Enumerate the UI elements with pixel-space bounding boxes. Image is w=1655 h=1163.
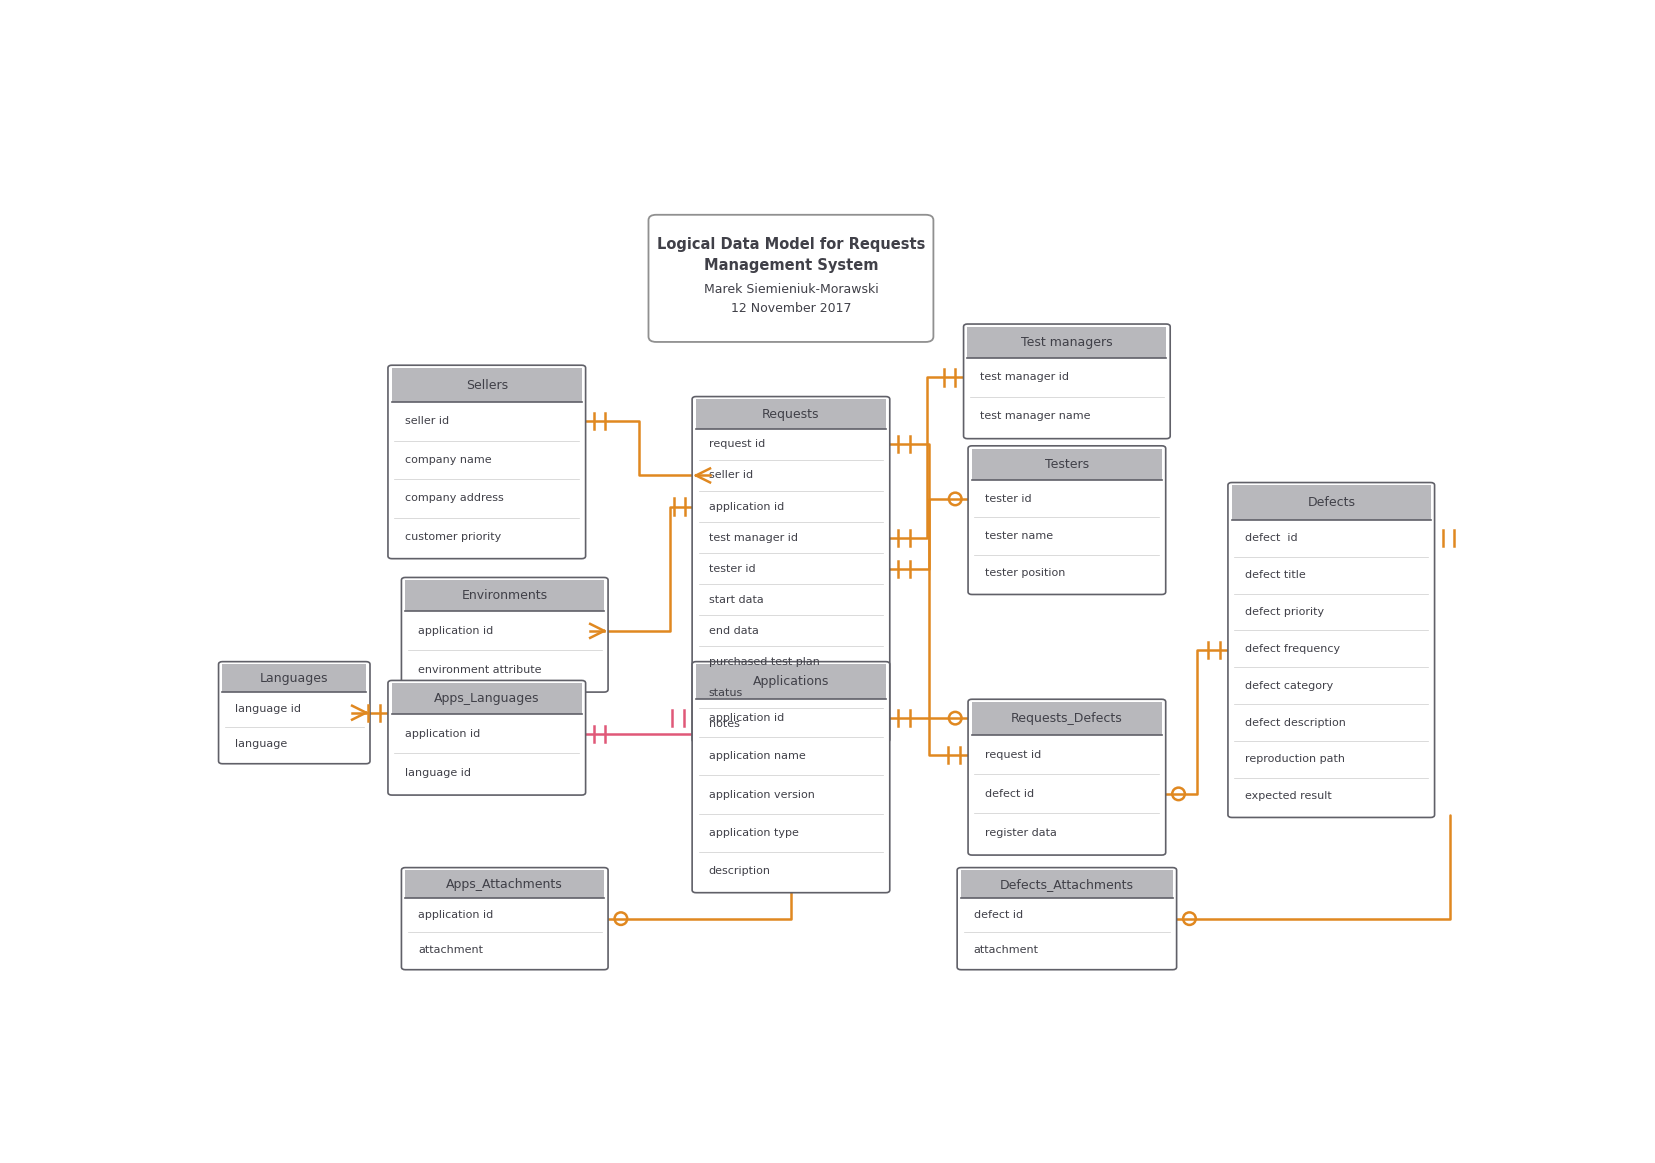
FancyBboxPatch shape xyxy=(387,680,586,795)
Text: environment attribute: environment attribute xyxy=(417,665,541,675)
Text: test manager id: test manager id xyxy=(708,533,798,543)
Text: defect id: defect id xyxy=(985,789,1033,799)
Text: Applications: Applications xyxy=(753,676,829,688)
Text: defect priority: defect priority xyxy=(1245,607,1322,618)
Text: application type: application type xyxy=(708,828,798,837)
Text: Environments: Environments xyxy=(462,590,548,602)
Bar xyxy=(405,870,604,898)
Text: attachment: attachment xyxy=(417,944,483,955)
Text: 12 November 2017: 12 November 2017 xyxy=(730,302,851,315)
Text: language id: language id xyxy=(404,768,470,778)
FancyBboxPatch shape xyxy=(218,662,369,764)
Text: Languages: Languages xyxy=(260,672,328,685)
Text: register data: register data xyxy=(985,828,1056,837)
Bar xyxy=(967,327,1165,358)
Text: expected result: expected result xyxy=(1245,791,1331,801)
Bar xyxy=(392,368,581,402)
Text: notes: notes xyxy=(708,719,740,729)
Text: Testers: Testers xyxy=(1044,458,1089,471)
Bar xyxy=(222,664,366,692)
Text: seller id: seller id xyxy=(708,471,753,480)
Text: application id: application id xyxy=(404,729,480,739)
Text: application id: application id xyxy=(417,626,493,636)
Text: reproduction path: reproduction path xyxy=(1245,755,1344,764)
Text: seller id: seller id xyxy=(404,416,449,427)
Text: application id: application id xyxy=(708,501,783,512)
Bar xyxy=(405,580,604,612)
Text: Defects: Defects xyxy=(1306,497,1354,509)
FancyBboxPatch shape xyxy=(957,868,1177,970)
FancyBboxPatch shape xyxy=(968,699,1165,855)
Text: language: language xyxy=(235,739,288,749)
FancyBboxPatch shape xyxy=(968,445,1165,594)
Text: Marek Siemieniuk-Morawski: Marek Siemieniuk-Morawski xyxy=(703,283,877,295)
FancyBboxPatch shape xyxy=(401,578,607,692)
Text: Apps_Languages: Apps_Languages xyxy=(434,692,540,705)
Bar xyxy=(1231,485,1430,520)
Text: test manager id: test manager id xyxy=(980,372,1069,383)
Bar xyxy=(971,449,1162,480)
Text: Test managers: Test managers xyxy=(1021,336,1112,349)
Bar xyxy=(695,664,885,699)
FancyBboxPatch shape xyxy=(692,397,889,742)
Text: purchased test plan: purchased test plan xyxy=(708,657,819,666)
Bar xyxy=(392,683,581,714)
FancyBboxPatch shape xyxy=(649,215,933,342)
Bar xyxy=(960,870,1172,898)
Bar xyxy=(695,399,885,429)
Bar xyxy=(971,702,1162,735)
Text: tester id: tester id xyxy=(985,494,1031,504)
Text: defect title: defect title xyxy=(1245,570,1304,580)
FancyBboxPatch shape xyxy=(401,868,607,970)
Text: defect category: defect category xyxy=(1245,680,1332,691)
Text: status: status xyxy=(708,688,743,698)
Text: Requests: Requests xyxy=(761,407,819,421)
Text: Sellers: Sellers xyxy=(465,378,508,392)
FancyBboxPatch shape xyxy=(1228,483,1433,818)
Text: Management System: Management System xyxy=(703,258,877,273)
Text: company name: company name xyxy=(404,455,492,465)
Text: test manager name: test manager name xyxy=(980,412,1091,421)
Text: tester name: tester name xyxy=(985,531,1053,541)
Text: Apps_Attachments: Apps_Attachments xyxy=(447,878,563,891)
Text: application name: application name xyxy=(708,751,804,762)
Text: application version: application version xyxy=(708,790,814,799)
FancyBboxPatch shape xyxy=(387,365,586,558)
Text: customer priority: customer priority xyxy=(404,531,500,542)
Text: start data: start data xyxy=(708,594,763,605)
Text: application id: application id xyxy=(708,713,783,723)
Text: end data: end data xyxy=(708,626,758,636)
Text: request id: request id xyxy=(985,750,1041,759)
Text: tester position: tester position xyxy=(985,569,1064,578)
FancyBboxPatch shape xyxy=(963,324,1170,438)
Text: attachment: attachment xyxy=(973,944,1038,955)
FancyBboxPatch shape xyxy=(692,662,889,893)
Text: defect id: defect id xyxy=(973,911,1023,920)
Text: Logical Data Model for Requests: Logical Data Model for Requests xyxy=(657,237,925,252)
Text: request id: request id xyxy=(708,440,765,449)
Text: Requests_Defects: Requests_Defects xyxy=(1011,712,1122,726)
Text: company address: company address xyxy=(404,493,503,504)
Text: defect frequency: defect frequency xyxy=(1245,644,1339,654)
Text: Defects_Attachments: Defects_Attachments xyxy=(1000,878,1134,891)
Text: defect description: defect description xyxy=(1245,718,1346,728)
Text: tester id: tester id xyxy=(708,564,755,573)
Text: description: description xyxy=(708,866,770,876)
Text: application id: application id xyxy=(417,911,493,920)
Text: language id: language id xyxy=(235,705,301,714)
Text: defect  id: defect id xyxy=(1245,534,1296,543)
